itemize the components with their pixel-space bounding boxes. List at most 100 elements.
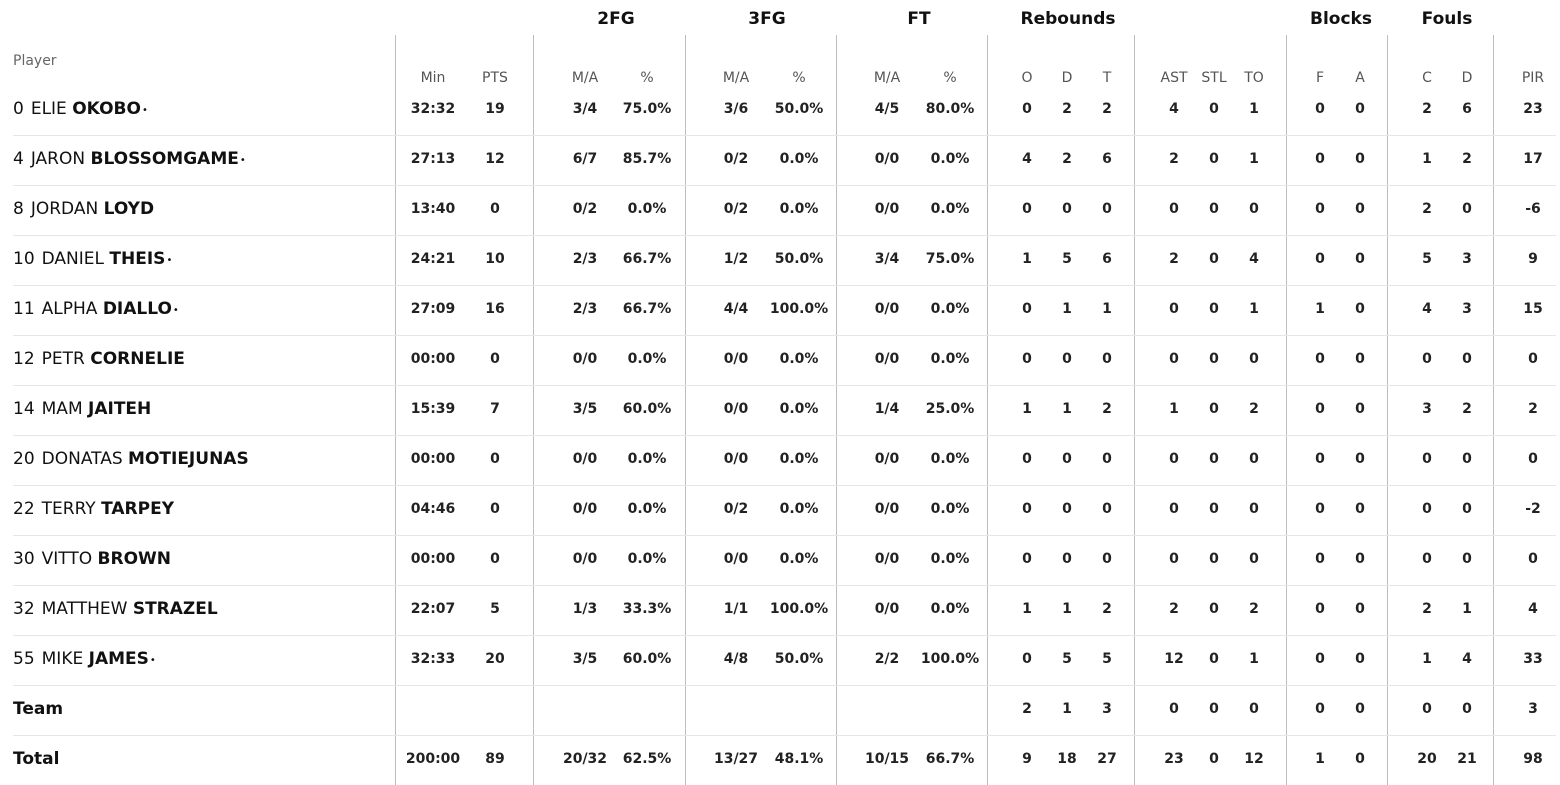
player-name-cell[interactable]: 32 MATTHEW STRAZEL <box>13 601 218 618</box>
player-name-cell[interactable]: 4 JARON BLOSSOMGAME• <box>13 151 246 168</box>
stat-cell: 0/0 <box>874 301 900 317</box>
header-group-3fg: 3FG <box>748 9 786 29</box>
player-first-name: DANIEL <box>41 249 105 269</box>
player-name-cell[interactable]: 11 ALPHA DIALLO• <box>13 301 179 318</box>
player-name-cell[interactable]: 10 DANIEL THEIS• <box>13 251 172 268</box>
column-divider <box>836 35 837 785</box>
stat-cell: 1 <box>1462 601 1472 617</box>
player-first-name: MATTHEW <box>41 599 128 619</box>
stat-cell: 0.0% <box>779 401 819 417</box>
stat-cell: 00:00 <box>410 551 456 567</box>
header-column: M/A <box>873 70 901 86</box>
stat-cell: 6 <box>1102 251 1112 267</box>
stat-cell: 20 <box>485 651 505 667</box>
stat-cell: 0/0 <box>874 501 900 517</box>
player-name-cell[interactable]: 8 JORDAN LOYD <box>13 201 154 218</box>
stat-cell: 0 <box>1209 501 1219 517</box>
header-column: STL <box>1201 70 1227 86</box>
player-name-cell[interactable]: 20 DONATAS MOTIEJUNAS <box>13 451 249 468</box>
jersey-number: 20 <box>13 449 35 469</box>
stat-cell: 0 <box>1022 201 1032 217</box>
header-player: Player <box>13 53 57 69</box>
stat-cell: 100.0% <box>920 651 980 667</box>
stat-cell: 0/0 <box>723 551 749 567</box>
stat-cell: 100.0% <box>769 601 829 617</box>
stat-cell: 19 <box>485 101 505 117</box>
stat-cell: 89 <box>485 751 505 767</box>
stat-cell: 0 <box>1022 551 1032 567</box>
player-name-cell[interactable]: 12 PETR CORNELIE <box>13 351 185 368</box>
stat-cell: 3/5 <box>572 651 598 667</box>
player-first-name: JORDAN <box>30 199 99 219</box>
stat-cell: 6 <box>1102 151 1112 167</box>
starter-mark: • <box>166 255 173 266</box>
stat-cell: 1 <box>1249 151 1259 167</box>
stat-cell: 1 <box>1062 701 1072 717</box>
stat-cell: 00:00 <box>410 451 456 467</box>
stat-cell: 7 <box>490 401 500 417</box>
header-column: % <box>943 70 957 86</box>
stat-cell: 27 <box>1097 751 1117 767</box>
stat-cell: 0 <box>1315 101 1325 117</box>
stat-cell: 10/15 <box>864 751 910 767</box>
stat-cell: 24:21 <box>410 251 456 267</box>
stat-cell: 0 <box>1315 651 1325 667</box>
stat-cell: 3/4 <box>874 251 900 267</box>
player-name-cell[interactable]: 30 VITTO BROWN <box>13 551 171 568</box>
header-column: F <box>1315 70 1325 86</box>
stat-cell: 2 <box>1102 601 1112 617</box>
stat-cell: 21 <box>1457 751 1477 767</box>
stat-cell: 0 <box>1528 351 1538 367</box>
jersey-number: 0 <box>13 99 24 119</box>
header-group-rebounds: Rebounds <box>1020 9 1116 29</box>
stat-cell: 0 <box>1022 651 1032 667</box>
player-name-cell[interactable]: 0 ELIE OKOBO• <box>13 101 148 118</box>
header-column: D <box>1461 70 1473 86</box>
stat-cell: 6 <box>1462 101 1472 117</box>
player-last-name: CORNELIE <box>90 349 185 369</box>
player-name-cell[interactable]: 22 TERRY TARPEY <box>13 501 174 518</box>
stat-cell: 0 <box>1209 651 1219 667</box>
stat-cell: 13:40 <box>410 201 456 217</box>
stat-cell: 33 <box>1523 651 1543 667</box>
stat-cell: 0 <box>1102 451 1112 467</box>
stat-cell: 0/2 <box>723 501 749 517</box>
stat-cell: 4 <box>1462 651 1472 667</box>
stat-cell: 0/0 <box>723 351 749 367</box>
header-group-fouls: Fouls <box>1421 9 1473 29</box>
stat-cell: 0 <box>1355 101 1365 117</box>
stat-cell: 80.0% <box>925 101 975 117</box>
player-first-name: TERRY <box>41 499 96 519</box>
stat-cell: 0 <box>1022 351 1032 367</box>
stat-cell: 4 <box>1022 151 1032 167</box>
player-first-name: MAM <box>41 399 83 419</box>
stat-cell: 0.0% <box>627 451 667 467</box>
stat-cell: 2/2 <box>874 651 900 667</box>
stat-cell: 4 <box>1249 251 1259 267</box>
stat-cell: 0 <box>1462 701 1472 717</box>
player-first-name: ELIE <box>30 99 67 119</box>
stat-cell: 0/0 <box>874 551 900 567</box>
stat-cell: 0 <box>1355 251 1365 267</box>
stat-cell: 0 <box>490 551 500 567</box>
stat-cell: 0 <box>1249 501 1259 517</box>
stat-cell: 0 <box>1209 201 1219 217</box>
stat-cell: 1 <box>1169 401 1179 417</box>
header-column: TO <box>1244 70 1264 86</box>
jersey-number: 14 <box>13 399 35 419</box>
stat-cell: 0 <box>1022 451 1032 467</box>
stat-cell: 100.0% <box>769 301 829 317</box>
row-separator <box>13 735 1556 736</box>
stat-cell: 0/0 <box>723 401 749 417</box>
stat-cell: 50.0% <box>774 651 824 667</box>
stat-cell: 18 <box>1057 751 1077 767</box>
player-name-cell[interactable]: 55 MIKE JAMES• <box>13 651 156 668</box>
stat-cell: 0 <box>1315 251 1325 267</box>
stat-cell: 27:13 <box>410 151 456 167</box>
stat-cell: 0 <box>1209 151 1219 167</box>
player-first-name: MIKE <box>41 649 84 669</box>
stat-cell: 0 <box>1249 701 1259 717</box>
stat-cell: 2 <box>1249 601 1259 617</box>
stat-cell: 15:39 <box>410 401 456 417</box>
player-name-cell[interactable]: 14 MAM JAITEH <box>13 401 151 418</box>
